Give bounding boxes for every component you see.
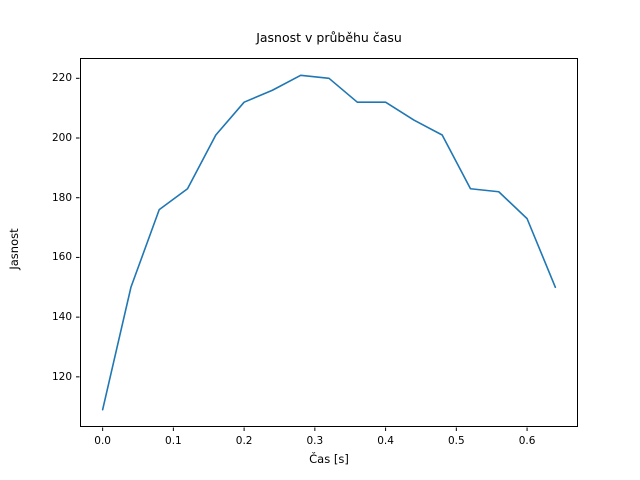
y-tick-label: 220	[51, 72, 72, 85]
x-tick-label: 0.3	[306, 435, 324, 447]
x-tick-label: 0.1	[165, 435, 182, 447]
y-tick-label: 120	[51, 370, 72, 383]
x-axis-ticks	[102, 427, 528, 431]
x-tick-label: 0.2	[235, 435, 253, 447]
y-axis-ticks	[76, 77, 80, 378]
y-tick-label: 140	[51, 311, 72, 324]
data-line-jasnost	[101, 74, 557, 411]
axes-frame	[80, 58, 578, 427]
x-tick-label: 0.0	[94, 435, 111, 447]
y-tick-label: 180	[51, 191, 72, 204]
y-tick-label: 200	[51, 132, 72, 144]
x-tick-label: 0.6	[518, 435, 536, 447]
x-tick-label: 0.4	[377, 435, 394, 447]
chart-title: Jasnost v průběhu času	[256, 30, 402, 45]
y-axis-label: Jasnost	[7, 228, 21, 270]
x-tick-label: 0.5	[447, 435, 465, 447]
y-tick-label: 160	[51, 251, 72, 264]
x-axis-label: Čas [s]	[309, 452, 349, 466]
